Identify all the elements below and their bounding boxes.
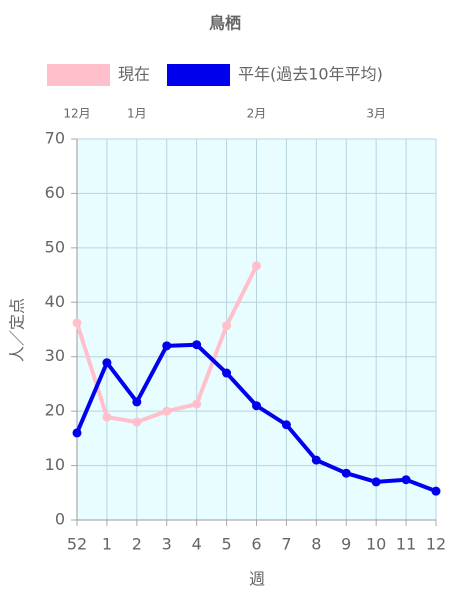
y-tick-label: 20 (45, 401, 65, 420)
data-point (281, 420, 291, 430)
data-point (222, 321, 232, 331)
data-point (162, 406, 172, 416)
x-tick-label: 8 (311, 535, 321, 554)
data-point (162, 341, 172, 351)
y-axis-label: 人／定点 (8, 298, 27, 362)
month-label: 2月 (247, 107, 267, 121)
legend-swatch (47, 64, 110, 86)
data-point (252, 401, 261, 411)
data-point (192, 399, 202, 409)
data-point (132, 397, 142, 407)
y-tick-label: 0 (55, 510, 65, 529)
x-tick-label: 1 (102, 535, 112, 554)
x-axis-label: 週 (249, 570, 265, 589)
y-tick-label: 70 (45, 129, 65, 148)
y-tick-label: 50 (45, 237, 65, 256)
x-tick-label: 12 (426, 535, 446, 554)
data-point (72, 318, 82, 328)
data-point (371, 477, 381, 487)
x-tick-label: 3 (162, 535, 172, 554)
legend-label: 平年(過去10年平均) (238, 65, 383, 84)
y-tick-label: 40 (45, 292, 65, 311)
data-point (341, 468, 351, 478)
data-point (72, 428, 82, 438)
x-tick-label: 7 (281, 535, 291, 554)
y-tick-label: 10 (45, 455, 65, 474)
data-point (311, 455, 321, 465)
x-tick-label: 2 (132, 535, 142, 554)
x-tick-label: 6 (251, 535, 261, 554)
month-label: 12月 (63, 107, 90, 121)
data-point (252, 261, 261, 271)
month-label: 3月 (366, 107, 386, 121)
x-tick-label: 52 (67, 535, 87, 554)
data-point (431, 486, 441, 496)
x-tick-label: 11 (396, 535, 416, 554)
y-tick-label: 60 (45, 183, 65, 202)
y-tick-label: 30 (45, 346, 65, 365)
x-tick-label: 5 (221, 535, 231, 554)
data-point (192, 340, 202, 350)
data-point (102, 358, 112, 368)
data-point (132, 417, 142, 427)
data-point (401, 475, 411, 485)
x-tick-label: 10 (366, 535, 386, 554)
data-point (222, 368, 232, 378)
data-point (102, 412, 112, 422)
month-label: 1月 (127, 107, 147, 121)
legend-label: 現在 (118, 65, 150, 84)
legend-swatch (167, 64, 230, 86)
chart-title: 鳥栖 (209, 14, 241, 33)
x-tick-label: 4 (192, 535, 202, 554)
x-tick-label: 9 (341, 535, 351, 554)
